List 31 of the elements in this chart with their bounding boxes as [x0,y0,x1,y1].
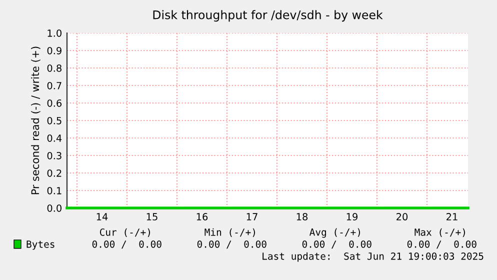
y-tick-label: 0.4 [47,134,62,142]
x-tick-label: 14 [96,213,108,220]
y-tick-label: 0.3 [47,152,62,160]
text: Min (-/+) [204,228,255,237]
text: Max (-/+) [414,228,465,237]
text: Cur (-/+) [100,228,150,237]
text: 0.00 / 0.00 [407,240,476,249]
x-tick-label: 16 [196,213,208,220]
text: Last update: Sat Jun 21 19:00:03 2025 [262,252,484,262]
y-tick-label: 0.8 [47,64,62,72]
x-tick-label: 21 [446,213,458,220]
chart-title: Disk throughput for /dev/sdh - by week [153,10,383,22]
x-tick-label: 17 [246,213,258,220]
x-tick-label: 15 [146,213,158,220]
x-tick-label: 20 [396,213,408,220]
y-tick-label: 1.0 [48,29,62,37]
x-tick-label: 18 [296,213,308,220]
y-tick-label: 0.7 [47,82,62,90]
text: 0.00 / 0.00 [302,240,372,249]
text: 0.00 / 0.00 [92,240,162,249]
y-tick-label: 0.9 [47,46,62,54]
text: 0.00 / 0.00 [197,240,266,249]
y-tick-label: 0.6 [47,99,62,107]
x-tick-label: 19 [346,213,358,220]
legend-label: Bytes [26,240,54,250]
y-tick-label: 0.1 [47,186,62,194]
y-axis-title: Pr second read (-) / write (+) [31,46,40,194]
y-tick-label: 0.2 [47,169,62,177]
y-tick-label: 0.5 [47,116,62,124]
y-tick-label: 0.0 [47,204,62,212]
text: Avg (-/+) [310,228,360,238]
